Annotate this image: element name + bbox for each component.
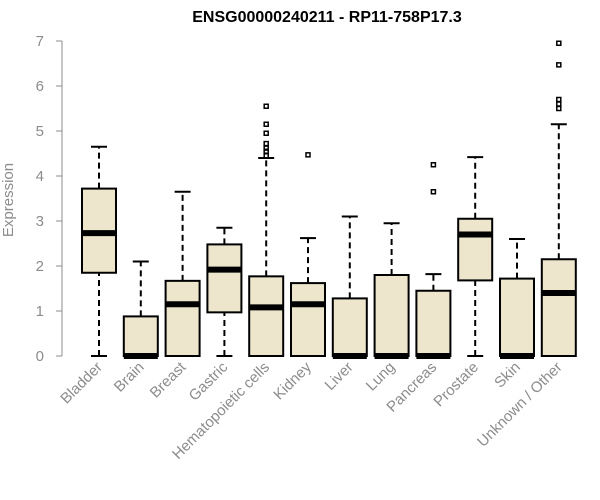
iqr-box [331,297,368,357]
y-tick-label: 0 [36,348,44,365]
outlier-point [263,148,269,154]
box-liver [331,215,368,359]
outlier-point [263,140,269,147]
y-tick-label: 7 [36,33,44,50]
x-tick-label: Brain [111,359,148,396]
iqr-box [373,274,410,357]
outlier-point [263,145,269,151]
y-tick-label: 5 [36,123,44,140]
outlier-point [556,105,562,112]
iqr-box [457,217,494,282]
y-axis: 0 1 2 3 4 5 6 7 [36,33,63,365]
outlier-point [430,189,437,195]
chart-title: ENSG00000240211 - RP11-758P17.3 [192,9,462,26]
x-tick-label: Bladder [57,359,106,408]
x-tick-label: Prostate [430,359,482,411]
box-gastric [206,226,243,357]
outlier-point [430,162,437,168]
box-lung [373,222,410,359]
box-brain [122,260,159,359]
box-breast [164,190,201,358]
outlier-point [263,153,269,159]
outlier-point [556,101,562,107]
y-tick-label: 3 [36,213,44,230]
x-tick-label: Lung [363,359,399,395]
y-tick-label: 2 [36,258,44,275]
iqr-box [206,243,243,314]
outlier-point [305,152,311,158]
y-tick-label: 6 [36,78,44,95]
box-hematopoietic-cells [248,103,285,358]
iqr-box [164,279,201,358]
box-unknown-other [540,40,577,357]
x-tick-label: Kidney [270,358,315,403]
outlier-point [263,103,269,109]
boxes-group [81,40,577,359]
outlier-point [556,40,562,46]
iqr-box [122,315,159,357]
outlier-point [263,121,269,127]
iqr-box [248,275,285,358]
box-bladder [81,145,117,357]
y-axis-label: Expression [0,163,17,237]
iqr-box [290,282,326,358]
box-prostate [457,156,494,357]
iqr-box [499,277,535,358]
x-tick-label: Liver [322,359,357,394]
x-tick-label: Breast [147,358,190,401]
outlier-point [263,130,269,136]
y-tick-label: 1 [36,303,44,320]
iqr-box [415,289,452,357]
x-tick-label: Skin [491,359,524,392]
outlier-point [556,96,562,103]
outlier-point [556,62,562,68]
y-tick-label: 4 [36,168,44,185]
box-pancreas [415,162,452,359]
iqr-box [540,258,577,357]
box-kidney [290,152,326,358]
box-skin [499,238,535,359]
